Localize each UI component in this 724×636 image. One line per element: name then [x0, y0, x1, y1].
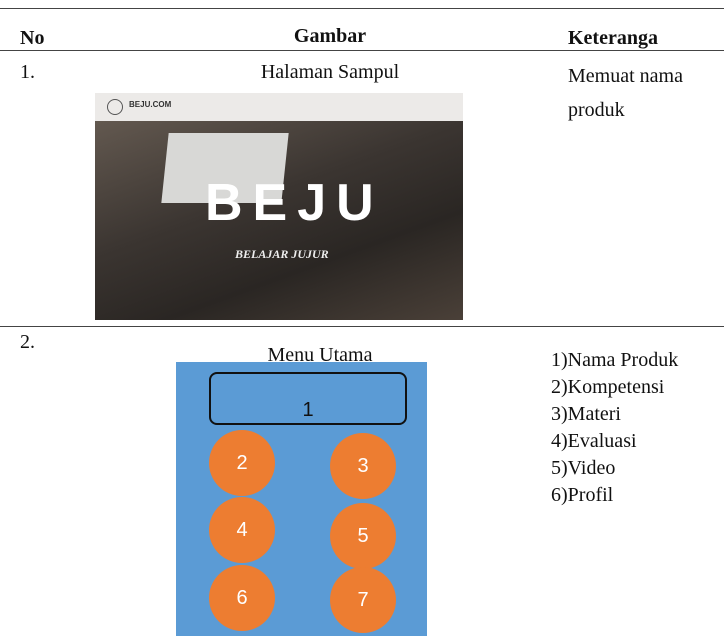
description: produk — [568, 99, 625, 121]
description-item: 6)Profil — [551, 484, 614, 506]
row-no: 2. — [20, 331, 35, 353]
menu-button: 6 — [209, 565, 275, 631]
description-item: 1)Nama Produk — [551, 349, 679, 371]
logo — [107, 99, 123, 115]
rule — [0, 8, 724, 9]
browser-bar — [95, 93, 463, 121]
caption: Menu Utama — [267, 344, 373, 366]
description-item: 4)Evaluasi — [551, 430, 637, 452]
menu-button: 2 — [209, 430, 275, 496]
menu-button: 7 — [330, 567, 396, 633]
cover-image: BEJU.COM BEJU BELAJAR JUJUR — [95, 93, 463, 320]
description: Memuat nama — [568, 65, 683, 87]
description-item: 3)Materi — [551, 403, 621, 425]
menu-header: 1 — [209, 372, 407, 425]
site: BEJU.COM — [129, 100, 172, 109]
header-keterangan: Keteranga — [568, 27, 658, 49]
caption: Halaman Sampul — [260, 61, 400, 83]
menu-button: 3 — [330, 433, 396, 499]
header-gambar: Gambar — [293, 25, 367, 47]
rule — [0, 326, 724, 327]
description-item: 5)Video — [551, 457, 616, 479]
row-no: 1. — [20, 61, 35, 83]
menu-button: 4 — [209, 497, 275, 563]
header-no: No — [20, 27, 45, 49]
image-subtitle: BELAJAR JUJUR — [235, 247, 329, 261]
rule — [0, 50, 724, 51]
menu-button: 5 — [330, 503, 396, 569]
description-item: 2)Kompetensi — [551, 376, 665, 398]
image-title: BEJU — [205, 174, 384, 232]
